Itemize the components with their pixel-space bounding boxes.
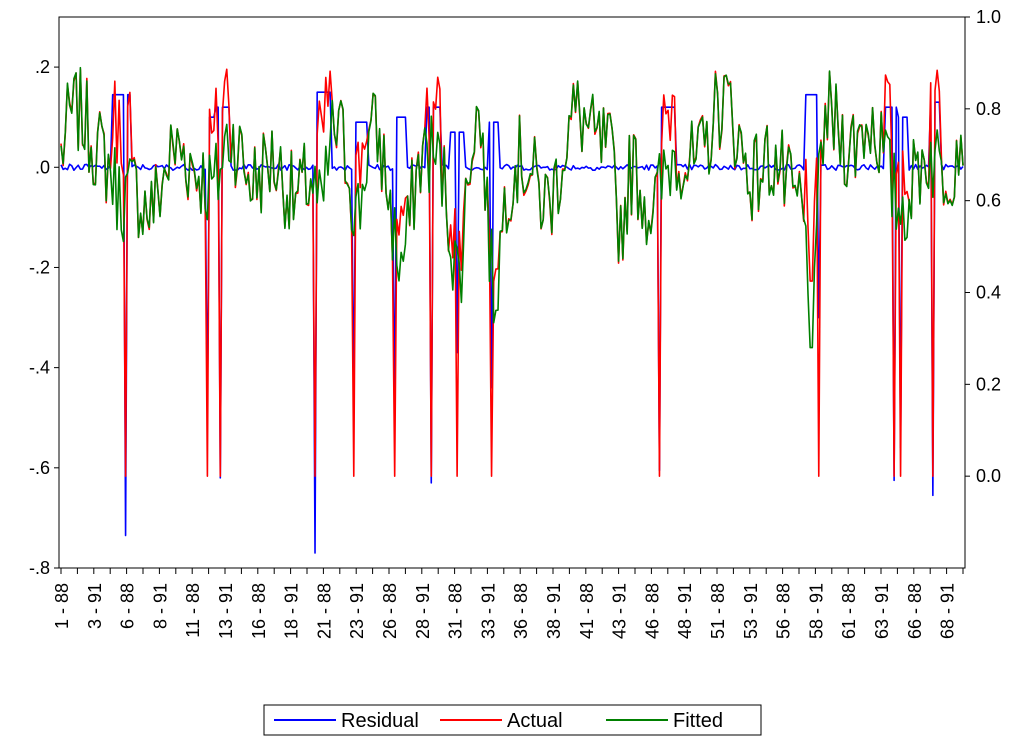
left-tick-label: -.6: [29, 458, 50, 478]
x-tick-label: 16 - 88: [249, 583, 269, 639]
right-tick-label: 1.0: [976, 7, 1001, 27]
x-tick-label: 31 - 88: [446, 583, 466, 639]
right-axis: 0.0 0.2 0.4 0.6 0.8 1.0: [965, 7, 1001, 486]
left-tick-label: -.8: [29, 558, 50, 578]
legend-box: [263, 704, 762, 736]
x-tick-label: 58 - 91: [806, 583, 826, 639]
x-tick-label: 26 - 88: [380, 583, 400, 639]
x-tick-label: 13 - 91: [216, 583, 236, 639]
x-tick-label: 28 - 91: [413, 583, 433, 639]
series-layer: [60, 66, 964, 554]
x-tick-label: 8 - 91: [150, 583, 170, 629]
left-tick-label: -.2: [29, 257, 50, 277]
x-tick-label: 6 - 88: [118, 583, 138, 629]
left-axis: .2 .0 -.2 -.4 -.6 -.8: [29, 57, 59, 578]
x-tick-label: 3 - 91: [85, 583, 105, 629]
x-tick-label: 33 - 91: [478, 583, 498, 639]
x-tick-label: 53 - 91: [741, 583, 761, 639]
x-tick-label: 48 - 91: [675, 583, 695, 639]
residual-line: [60, 91, 964, 554]
left-tick-label: .0: [35, 157, 50, 177]
x-tick-label: 56 - 88: [774, 583, 794, 639]
x-tick-label: 61 - 88: [839, 583, 859, 639]
x-tick-label: 36 - 88: [511, 583, 531, 639]
x-tick-label: 68 - 91: [938, 583, 958, 639]
x-tick-label: 1 - 88: [52, 583, 72, 629]
x-tick-label: 23 - 91: [347, 583, 367, 639]
left-tick-label: -.4: [29, 358, 50, 378]
legend-label-actual: Actual: [507, 710, 563, 732]
right-tick-label: 0.0: [976, 466, 1001, 486]
legend: Residual Actual Fitted: [263, 704, 762, 736]
right-tick-label: 0.4: [976, 283, 1001, 303]
left-tick-label: .2: [35, 57, 50, 77]
x-tick-label: 18 - 91: [282, 583, 302, 639]
x-tick-label: 21 - 88: [314, 583, 334, 639]
x-tick-label: 38 - 91: [544, 583, 564, 639]
x-tick-label: 51 - 88: [708, 583, 728, 639]
x-tick-label: 63 - 91: [872, 583, 892, 639]
x-axis: 1 - 88 3 - 91 6 - 88 8 - 91 11 - 88 13 - 91 16…: [52, 568, 964, 639]
right-tick-label: 0.6: [976, 191, 1001, 211]
x-tick-label: 43 - 91: [610, 583, 630, 639]
x-tick-label: 66 - 88: [905, 583, 925, 639]
x-tick-label: 41 - 88: [577, 583, 597, 639]
right-tick-label: 0.8: [976, 99, 1001, 119]
legend-label-residual: Residual: [341, 710, 419, 732]
legend-label-fitted: Fitted: [673, 710, 723, 732]
right-tick-label: 0.2: [976, 374, 1001, 394]
x-tick-label: 46 - 88: [642, 583, 662, 639]
fitted-line: [60, 66, 964, 349]
x-tick-label: 11 - 88: [183, 583, 203, 638]
